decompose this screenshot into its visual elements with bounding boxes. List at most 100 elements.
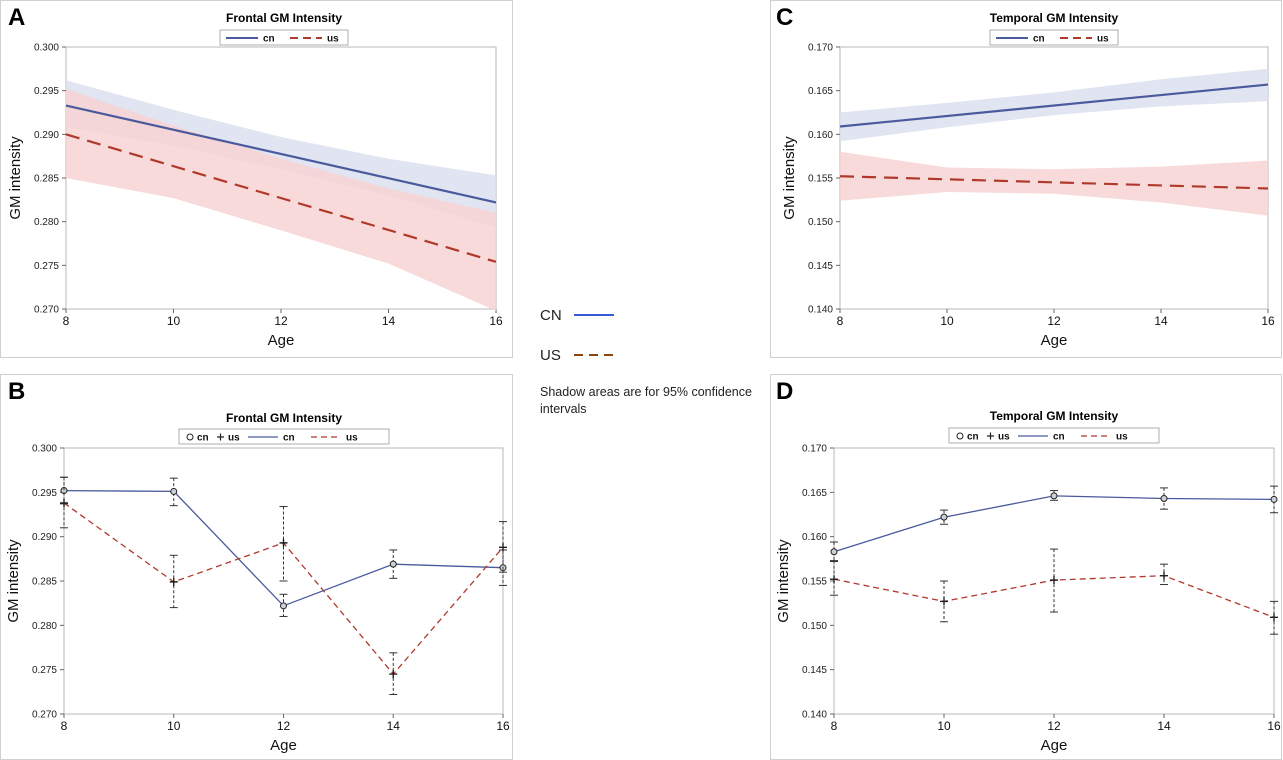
y-tick-label: 0.150	[802, 621, 827, 632]
fit-line-us	[839, 175, 1269, 190]
x-tick-label: 16	[496, 719, 510, 733]
panel-letter-b: B	[8, 378, 25, 405]
y-tick-label: 0.295	[34, 86, 59, 97]
y-tick-label: 0.170	[808, 43, 833, 54]
chart-frontal-fit: Frontal GM Intensity 0.270 0.275 0.280 0.285…	[7, 11, 503, 349]
chart-legend: cn us	[219, 29, 349, 46]
y-tick-label: 0.165	[802, 488, 827, 499]
y-tick-label: 0.140	[808, 305, 833, 316]
y-tick-label: 0.140	[802, 710, 827, 721]
legend-cn-label: cn	[1033, 34, 1045, 45]
x-tick-label: 10	[167, 719, 181, 733]
ci-band-us	[840, 151, 1268, 216]
confidence-interval-note: Shadow areas are for 95% confidence inte…	[540, 385, 752, 416]
legend-us-marker	[217, 433, 224, 441]
x-tick-label: 14	[387, 719, 401, 733]
legend-us-label: us	[327, 34, 339, 45]
x-tick-label: 8	[837, 314, 844, 328]
panel-letter-d: D	[776, 378, 793, 405]
data-point-us	[279, 538, 288, 547]
chart-legend: cn us	[989, 29, 1119, 46]
y-tick-label: 0.280	[34, 217, 59, 228]
x-tick-label: 16	[1261, 314, 1275, 328]
fit-line-cn	[65, 104, 497, 204]
x-tick-label: 16	[489, 314, 503, 328]
legend-cn-label: cn	[967, 432, 979, 443]
legend-cn-label: cn	[197, 433, 209, 444]
data-point-cn	[170, 487, 178, 495]
x-tick-label: 14	[1154, 314, 1168, 328]
center-legend: CN US	[540, 307, 614, 364]
fit-line-cn	[839, 83, 1269, 128]
legend-us-label: us	[346, 433, 358, 444]
x-axis-label: Age	[268, 332, 295, 349]
data-point-cn	[830, 548, 838, 556]
legend-cn-label: cn	[263, 34, 275, 45]
legend-us-label: us	[998, 432, 1010, 443]
data-point-us	[60, 498, 68, 507]
center-legend-cn-label: CN	[540, 307, 562, 324]
data-point-us	[1160, 571, 1168, 580]
panel-letter-a: A	[8, 4, 25, 31]
x-tick-label: 12	[274, 314, 288, 328]
data-point-us	[1270, 613, 1278, 622]
legend-us-label: us	[228, 433, 240, 444]
chart-legend: cn us cn us	[178, 428, 390, 445]
y-tick-label: 0.300	[32, 444, 57, 455]
y-tick-label: 0.300	[34, 43, 59, 54]
x-tick-label: 14	[1157, 719, 1171, 733]
chart-title: Temporal GM Intensity	[990, 409, 1119, 423]
legend-us-label: us	[1116, 432, 1128, 443]
y-axis-label: GM intensity	[775, 539, 792, 623]
x-axis-label: Age	[1041, 332, 1068, 349]
legend-us-label: us	[1097, 34, 1109, 45]
x-tick-label: 12	[1047, 719, 1061, 733]
chart-temporal-fit: Temporal GM Intensity 0.140 0.145 0.150 0.15…	[781, 11, 1275, 349]
data-point-us	[499, 543, 507, 552]
y-tick-label: 0.145	[802, 665, 827, 676]
y-tick-label: 0.275	[32, 665, 57, 676]
data-point-us	[389, 670, 398, 679]
y-tick-label: 0.270	[32, 710, 57, 721]
y-tick-label: 0.145	[808, 261, 833, 272]
y-tick-label: 0.270	[34, 305, 59, 316]
legend-frame	[948, 427, 1160, 444]
legend-frame	[989, 29, 1119, 46]
data-point-us	[830, 575, 838, 584]
y-tick-label: 0.280	[32, 621, 57, 632]
y-tick-label: 0.155	[808, 174, 833, 185]
x-tick-label: 12	[277, 719, 291, 733]
x-tick-label: 12	[1047, 314, 1061, 328]
y-tick-label: 0.285	[34, 174, 59, 185]
y-axis-label: GM intensity	[5, 539, 22, 623]
chart-legend: cn us cn us	[948, 427, 1160, 444]
x-tick-label: 10	[940, 314, 954, 328]
y-tick-label: 0.170	[802, 444, 827, 455]
data-point-cn	[1270, 495, 1278, 503]
x-tick-label: 10	[167, 314, 181, 328]
y-tick-label: 0.160	[808, 130, 833, 141]
fit-line-us	[65, 133, 497, 263]
legend-cn-label: cn	[1053, 432, 1065, 443]
x-tick-label: 10	[937, 719, 951, 733]
ci-band-us	[66, 88, 496, 311]
data-point-us	[1050, 576, 1058, 585]
y-axis-label: GM intensity	[781, 136, 798, 220]
y-tick-label: 0.275	[34, 261, 59, 272]
legend-frame	[219, 29, 349, 46]
y-tick-label: 0.165	[808, 86, 833, 97]
legend-cn-marker	[956, 432, 964, 440]
y-tick-label: 0.150	[808, 217, 833, 228]
data-point-us	[169, 577, 178, 586]
center-legend-us-label: US	[540, 347, 561, 364]
y-axis-label: GM intensity	[7, 136, 24, 220]
panel-letter-c: C	[776, 4, 793, 31]
chart-title: Temporal GM Intensity	[990, 11, 1119, 25]
legend-cn-label: cn	[283, 433, 295, 444]
y-tick-label: 0.290	[34, 130, 59, 141]
y-tick-label: 0.285	[32, 577, 57, 588]
x-tick-label: 16	[1267, 719, 1281, 733]
chart-title: Frontal GM Intensity	[226, 11, 342, 25]
x-tick-label: 8	[831, 719, 838, 733]
